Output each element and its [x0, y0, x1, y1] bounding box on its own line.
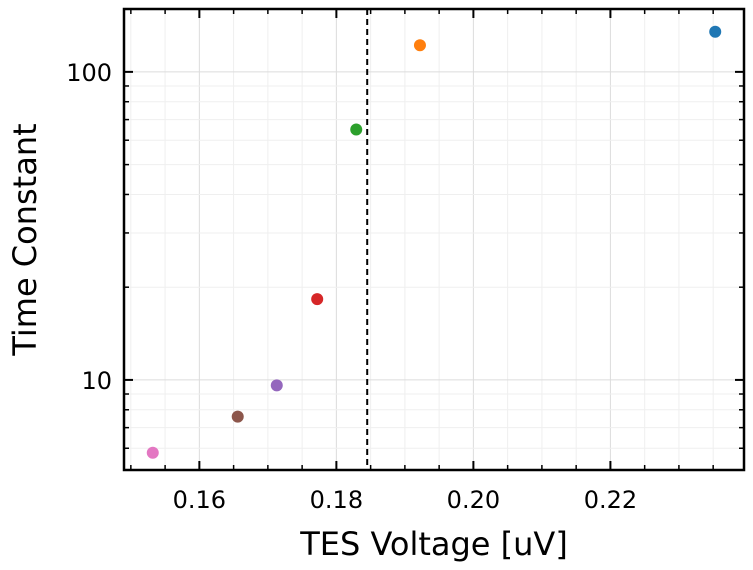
y-axis-label: Time Constant	[6, 123, 44, 356]
x-tick-label: 0.18	[310, 486, 363, 514]
y-tick-label: 100	[66, 59, 112, 87]
data-point	[231, 410, 244, 423]
data-point	[146, 446, 159, 459]
x-tick-label: 0.22	[584, 486, 637, 514]
x-tick-label: 0.20	[447, 486, 500, 514]
y-tick-label: 10	[81, 367, 112, 395]
data-point	[270, 379, 283, 392]
x-tick-label: 0.16	[173, 486, 226, 514]
data-point	[709, 25, 722, 38]
x-axis-label: TES Voltage [uV]	[299, 525, 568, 563]
grid	[124, 9, 744, 470]
plot-frame	[122, 7, 746, 472]
axis-ticks: 0.16 0.18 0.20 0.22 10 100	[66, 9, 744, 514]
data-points	[146, 25, 722, 459]
data-point	[311, 293, 324, 306]
data-point	[350, 123, 363, 136]
data-point	[413, 39, 426, 52]
